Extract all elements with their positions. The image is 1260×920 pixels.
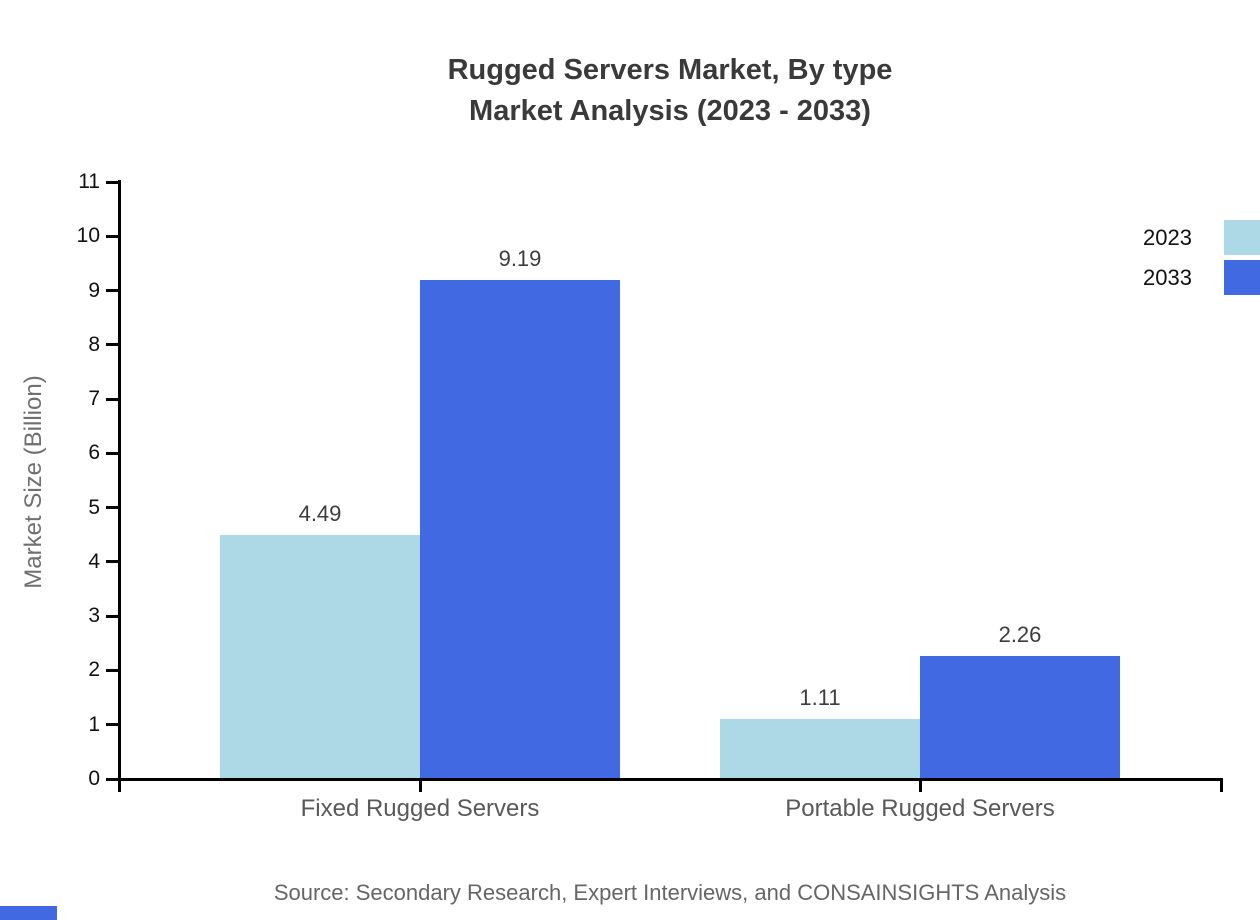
y-tick-label: 11 bbox=[78, 170, 100, 193]
x-axis-tick bbox=[919, 778, 922, 792]
x-category-label: Fixed Rugged Servers bbox=[300, 795, 540, 822]
y-axis-tick bbox=[106, 343, 119, 347]
y-axis-tick bbox=[106, 506, 119, 510]
bar-2033-fixed-rugged-servers bbox=[420, 280, 620, 779]
y-axis-tick bbox=[106, 723, 119, 727]
y-axis-tick bbox=[106, 777, 119, 781]
y-tick-label: 7 bbox=[88, 387, 100, 411]
legend-swatch bbox=[1224, 260, 1260, 295]
y-tick-label: 2 bbox=[88, 658, 100, 682]
y-tick-label: 5 bbox=[88, 495, 100, 519]
legend-label: 2033 bbox=[1143, 264, 1192, 290]
y-axis-line bbox=[118, 180, 121, 791]
bar-value-label: 2.26 bbox=[998, 622, 1042, 648]
bar-value-label: 4.49 bbox=[298, 501, 342, 527]
y-tick-label: 0 bbox=[88, 767, 100, 790]
x-category-label: Portable Rugged Servers bbox=[785, 795, 1055, 822]
legend-swatch bbox=[1224, 220, 1260, 255]
y-tick-label: 8 bbox=[88, 332, 100, 356]
y-tick-label: 4 bbox=[88, 549, 100, 573]
bar-value-label: 9.19 bbox=[498, 246, 542, 272]
y-axis-tick bbox=[106, 560, 119, 564]
bar-2033-portable-rugged-servers bbox=[920, 656, 1120, 779]
bar-2023-fixed-rugged-servers bbox=[220, 535, 420, 779]
y-axis-title: Market Size (Billion) bbox=[20, 375, 47, 589]
y-tick-label: 9 bbox=[88, 278, 100, 302]
chart-title: Rugged Servers Market, By type Market An… bbox=[40, 50, 1260, 132]
x-axis-line bbox=[118, 778, 1223, 781]
y-axis-tick bbox=[106, 614, 119, 618]
y-tick-label: 1 bbox=[88, 712, 100, 736]
y-axis-tick bbox=[106, 289, 119, 293]
y-tick-label: 6 bbox=[88, 441, 100, 465]
bar-2023-portable-rugged-servers bbox=[720, 718, 920, 779]
y-axis-tick bbox=[106, 234, 119, 238]
legend-label: 2023 bbox=[1143, 224, 1192, 250]
y-axis-tick bbox=[106, 397, 119, 401]
y-axis-tick bbox=[106, 180, 119, 184]
bar-value-label: 1.11 bbox=[799, 684, 841, 710]
legend-item-2033: 2033 bbox=[1000, 260, 1260, 295]
y-axis-tick bbox=[106, 451, 119, 455]
legend-item-2023: 2023 bbox=[1000, 220, 1260, 255]
brand-mark bbox=[0, 906, 57, 920]
x-axis-tick bbox=[1220, 778, 1223, 792]
chart-title-line2: Market Analysis (2023 - 2033) bbox=[469, 95, 871, 127]
legend: 2023 2033 bbox=[1000, 220, 1260, 300]
y-tick-label: 10 bbox=[76, 224, 100, 248]
chart-title-line1: Rugged Servers Market, By type bbox=[447, 54, 893, 86]
source-attribution: Source: Secondary Research, Expert Inter… bbox=[273, 880, 1067, 905]
y-tick-label: 3 bbox=[88, 604, 100, 628]
y-axis-tick bbox=[106, 668, 119, 672]
x-axis-tick bbox=[419, 778, 422, 792]
